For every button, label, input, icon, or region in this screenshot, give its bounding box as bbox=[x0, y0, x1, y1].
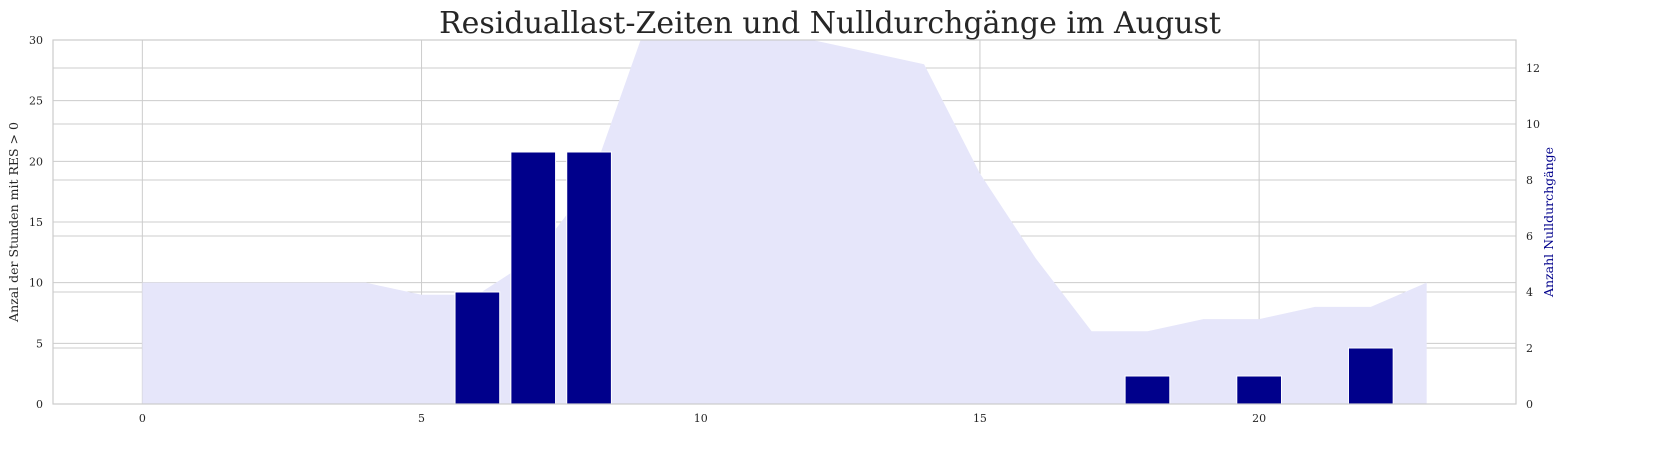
bar bbox=[510, 151, 557, 405]
y-right-tick-label: 6 bbox=[1526, 230, 1533, 243]
y-right-tick-label: 8 bbox=[1526, 174, 1533, 187]
y-left-tick-label: 15 bbox=[29, 216, 43, 229]
y-right-tick-label: 0 bbox=[1526, 398, 1533, 411]
tick-labels: 0 5 10 15 20 0 5 10 15 20 25 30 0 2 4 6 8 10 12 bbox=[29, 34, 1540, 425]
plot-border bbox=[52, 39, 1517, 405]
bar bbox=[1124, 375, 1171, 405]
area-fill bbox=[142, 40, 1427, 404]
bar bbox=[1347, 347, 1394, 405]
bar-series bbox=[454, 151, 1394, 405]
y-axis-left-label: Anzal der Stunden mit RES > 0 bbox=[6, 122, 21, 323]
y-left-tick-label: 25 bbox=[29, 95, 43, 108]
x-tick-label: 20 bbox=[1252, 412, 1266, 425]
x-tick-label: 15 bbox=[973, 412, 987, 425]
bar bbox=[454, 291, 501, 405]
x-tick-label: 5 bbox=[418, 412, 425, 425]
y-left-tick-label: 5 bbox=[36, 337, 43, 350]
x-tick-label: 0 bbox=[139, 412, 146, 425]
y-left-tick-label: 20 bbox=[29, 155, 43, 168]
y-left-tick-label: 0 bbox=[36, 398, 43, 411]
y-left-tick-label: 10 bbox=[29, 277, 43, 290]
x-tick-label: 10 bbox=[694, 412, 708, 425]
y-left-tick-label: 30 bbox=[29, 34, 43, 47]
y-right-tick-label: 2 bbox=[1526, 342, 1533, 355]
y-right-tick-label: 4 bbox=[1526, 286, 1533, 299]
area-series bbox=[142, 40, 1427, 404]
y-right-tick-label: 10 bbox=[1526, 118, 1540, 131]
bar bbox=[1236, 375, 1282, 405]
chart-title: Residuallast-Zeiten und Nulldurchgänge i… bbox=[439, 6, 1221, 41]
y-right-tick-label: 12 bbox=[1526, 62, 1540, 75]
bar bbox=[566, 151, 612, 405]
plot-frame bbox=[52, 39, 1517, 405]
y-axis-right-label: Anzahl Nulldurchgänge bbox=[1541, 147, 1556, 298]
